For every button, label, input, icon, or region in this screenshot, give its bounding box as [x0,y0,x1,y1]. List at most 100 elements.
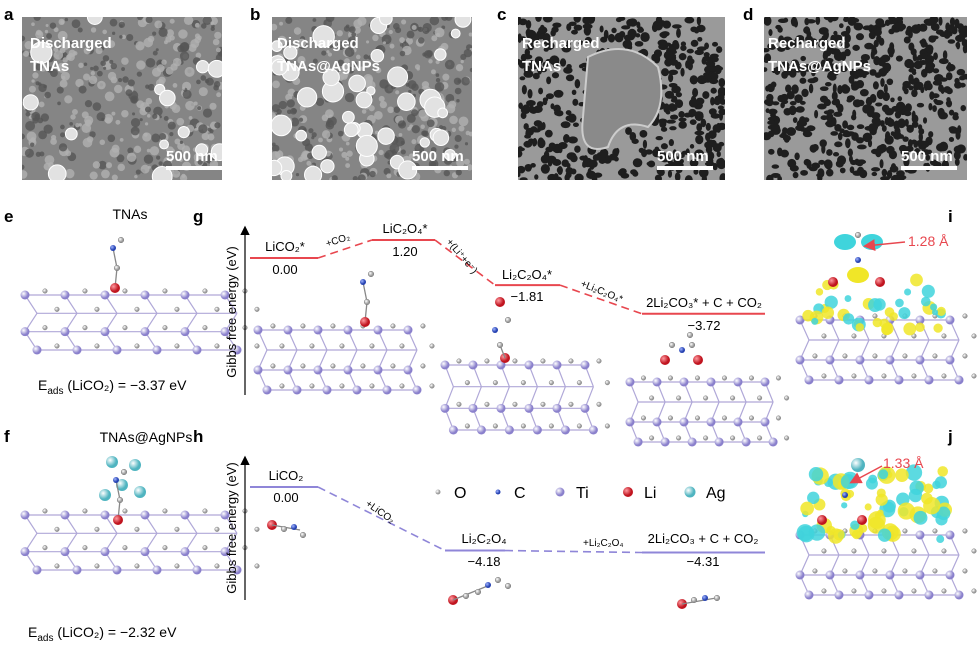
pore [545,58,552,64]
pore [690,26,698,33]
grain [60,124,65,130]
o-atom [962,313,968,319]
grain [355,54,361,60]
grain [47,68,51,72]
ti-atom [352,385,362,395]
pore [655,135,664,141]
pore [660,143,668,150]
ti-atom [468,360,478,370]
o-atom [42,288,48,294]
pore [570,168,577,175]
grain [214,31,222,40]
c-atom [855,257,861,263]
pore [887,46,895,56]
pore [921,149,931,156]
grain [144,122,149,126]
pore [772,101,780,106]
o-atom [82,545,88,551]
o-atom [703,395,709,401]
ti-atom [152,345,162,355]
grain [172,57,182,67]
pore [807,78,817,84]
pore [815,17,821,26]
o-atom [122,325,128,331]
pore [942,50,948,60]
pore [825,121,836,127]
grain [38,130,47,140]
particle [377,127,395,145]
charge-density-lobe [879,318,890,329]
grain [386,173,392,179]
grain [428,59,433,64]
pore [886,170,893,179]
ti-atom [524,403,534,413]
ti-atom [60,547,70,557]
grain [154,20,163,29]
o-atom [214,563,220,569]
pore [574,145,581,153]
o-atom [688,341,696,349]
grain [197,159,203,165]
sem-image-discharged-tnas-agnps [272,17,472,180]
grain [185,100,195,111]
charge-density-lobe [800,501,814,516]
o-atom [456,358,462,364]
pore [520,111,527,120]
charge-density-lobe [876,488,886,498]
pore [945,22,951,31]
grain [116,154,125,163]
grain [152,31,157,36]
grain [75,123,80,128]
grain [172,83,178,88]
pore [952,112,959,117]
pore [792,117,798,123]
pore [646,161,653,166]
c-atom [110,245,116,251]
grain [421,81,430,89]
pore [834,141,843,148]
pore [710,96,715,106]
grain [344,47,355,57]
particle [283,45,298,60]
o-atom [202,508,208,514]
grain [145,57,156,68]
pore [668,82,678,88]
pore [852,99,862,108]
pore [523,123,529,130]
grain [188,116,193,120]
grain [49,69,58,77]
grain [176,117,185,126]
h-level-2-name: 2Li₂CO₃ + C + CO₂ [648,531,759,546]
charge-density-lobe [923,483,934,494]
grain [147,114,151,118]
ti-atom [440,360,450,370]
li-atom [495,297,505,307]
grain [434,82,445,92]
charge-density-lobe [877,528,892,542]
o-atom [54,306,60,312]
o-atom [971,373,977,379]
o-atom [962,353,968,359]
pore [696,137,704,144]
o-atom [280,525,288,533]
grain [290,117,300,127]
o-atom [722,415,728,421]
pore [571,29,578,35]
pore [959,82,966,88]
sem-image-discharged-tnas [22,17,222,180]
pore [638,26,643,31]
pore [519,36,527,41]
li-atom [875,277,885,287]
ag-atom [99,489,111,501]
ti-atom [220,327,230,337]
grain [297,38,307,48]
grain [363,54,369,60]
grain [298,117,304,122]
c-atom [291,524,297,530]
pore [565,74,575,82]
grain [365,40,370,44]
pore [949,127,958,134]
pore [806,159,812,169]
grain [115,119,121,125]
h-step-1: +Li₂C₂O₄ [583,538,623,549]
